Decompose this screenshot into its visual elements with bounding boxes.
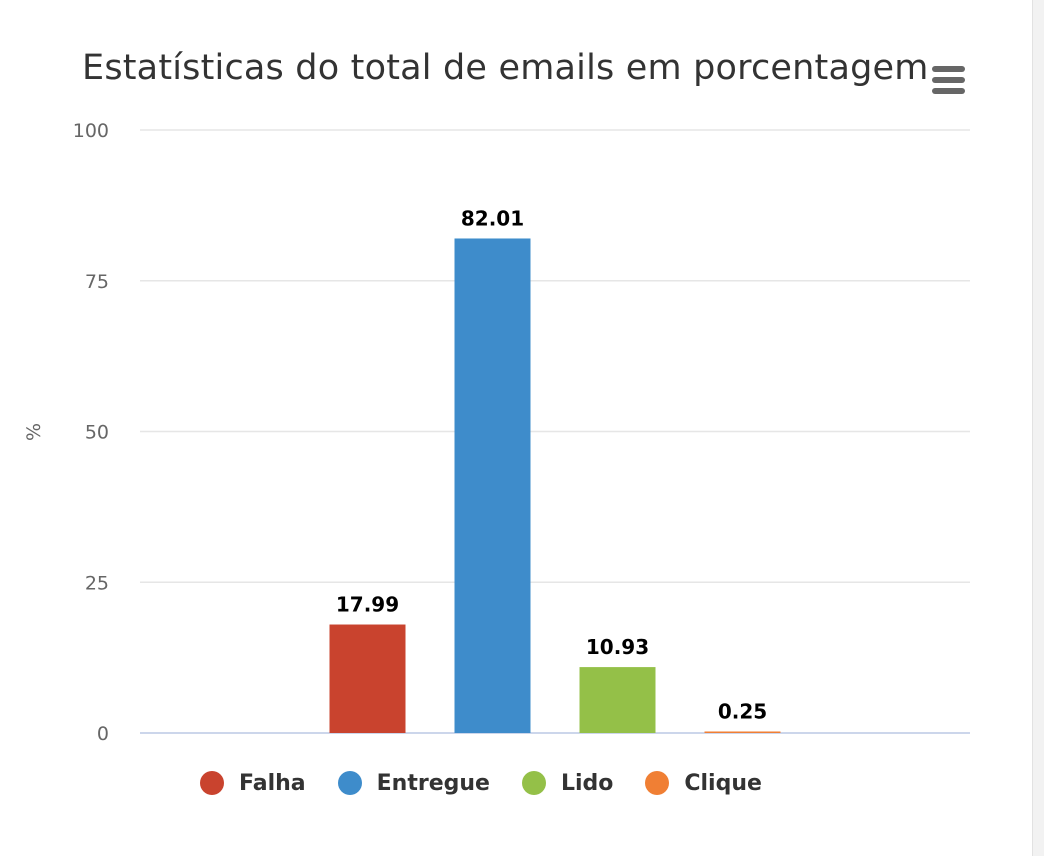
legend-item-falha[interactable]: Falha bbox=[200, 771, 306, 796]
y-tick-label: 50 bbox=[85, 422, 109, 444]
legend-label: Falha bbox=[239, 770, 306, 796]
legend: Falha Entregue Lido Clique bbox=[200, 766, 794, 800]
data-label-clique: 0.25 bbox=[718, 699, 767, 723]
scrollbar-edge bbox=[1032, 0, 1044, 856]
chart-menu-button[interactable] bbox=[924, 60, 972, 100]
gridlines bbox=[140, 129, 970, 734]
y-tick-label: 25 bbox=[85, 572, 109, 594]
chart-title: Estatísticas do total de emails em porce… bbox=[82, 48, 929, 88]
legend-item-clique[interactable]: Clique bbox=[645, 771, 762, 796]
data-label-entregue: 82.01 bbox=[461, 206, 524, 230]
legend-swatch-icon bbox=[645, 771, 670, 795]
y-tick-label: 75 bbox=[85, 271, 109, 293]
bar-entregue[interactable] bbox=[454, 238, 531, 733]
data-label-falha: 17.99 bbox=[336, 593, 399, 617]
legend-label: Lido bbox=[560, 770, 614, 796]
legend-item-lido[interactable]: Lido bbox=[521, 770, 614, 796]
legend-swatch-icon bbox=[337, 771, 362, 795]
legend-label: Clique bbox=[684, 770, 762, 796]
y-axis-title: % bbox=[23, 423, 45, 441]
data-label-lido: 10.93 bbox=[586, 635, 649, 659]
legend-label: Entregue bbox=[376, 770, 490, 796]
bar-clique[interactable] bbox=[704, 731, 781, 733]
y-tick-labels: 0 25 50 75 100 bbox=[73, 120, 109, 745]
bar-falha[interactable] bbox=[329, 624, 406, 733]
legend-swatch-icon bbox=[200, 771, 224, 795]
legend-item-entregue[interactable]: Entregue bbox=[337, 770, 490, 796]
bar-lido[interactable] bbox=[579, 667, 656, 733]
y-tick-label: 100 bbox=[73, 120, 109, 142]
bars bbox=[329, 238, 781, 733]
data-labels: 17.99 82.01 10.93 0.25 bbox=[336, 206, 767, 723]
y-tick-label: 0 bbox=[97, 723, 109, 745]
legend-swatch-icon bbox=[521, 771, 546, 795]
